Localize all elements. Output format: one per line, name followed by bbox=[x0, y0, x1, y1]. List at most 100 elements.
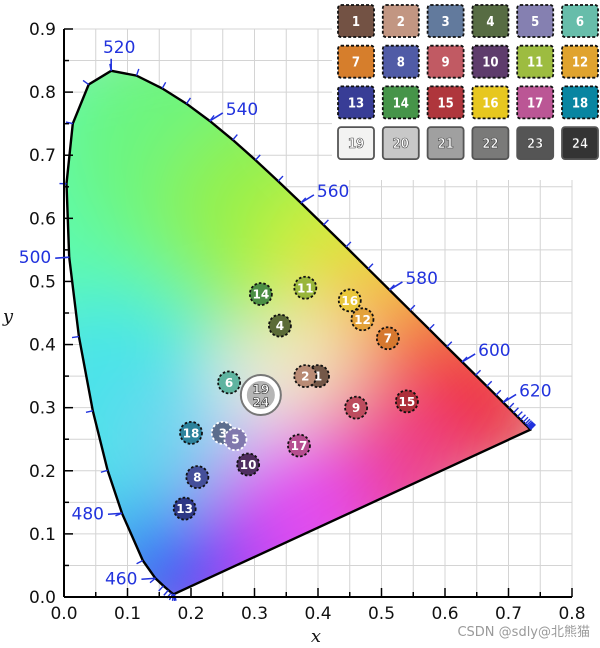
patch-label: 2 bbox=[397, 15, 405, 30]
wavelength-tick bbox=[135, 68, 140, 76]
patch-label: 1 bbox=[352, 15, 360, 30]
x-tick-label: 0.1 bbox=[114, 604, 141, 624]
wavelength-label-tick bbox=[141, 577, 156, 581]
patch-label: 10 bbox=[482, 56, 498, 71]
wavelength-label-tick bbox=[502, 393, 517, 404]
patch-swatch bbox=[471, 4, 510, 38]
patch-swatch bbox=[381, 44, 420, 79]
wavelength-label-tick bbox=[209, 112, 224, 122]
wavelength-tick bbox=[524, 418, 531, 425]
watermark: CSDN @sdly@北熊猫 bbox=[457, 624, 590, 640]
patch-swatch bbox=[516, 126, 555, 160]
x-tick-label: 0.0 bbox=[50, 604, 77, 624]
y-tick-label: 0.7 bbox=[29, 146, 56, 166]
patch-label: 9 bbox=[442, 56, 450, 71]
color-point-16: 16 bbox=[337, 288, 362, 313]
patch-label: 16 bbox=[482, 96, 498, 111]
color-point-label: 2 bbox=[301, 370, 309, 384]
color-point-label: 14 bbox=[252, 288, 269, 302]
patch-label: 22 bbox=[482, 137, 498, 152]
wavelength-tick bbox=[428, 323, 435, 330]
patch-21: 21 bbox=[426, 126, 465, 160]
color-point-5: 5 bbox=[223, 427, 248, 452]
patch-label: 18 bbox=[572, 96, 588, 111]
patch-label: 19 bbox=[348, 137, 364, 152]
patch-label: 24 bbox=[572, 137, 588, 152]
wavelength-label: 480 bbox=[72, 504, 104, 524]
spectral-locus bbox=[65, 69, 532, 596]
color-point-label: 11 bbox=[297, 281, 314, 295]
color-point-18: 18 bbox=[179, 421, 203, 445]
color-point-label: 4 bbox=[276, 319, 284, 333]
patch-9: 9 bbox=[426, 44, 465, 79]
axes bbox=[63, 28, 573, 598]
wavelength-tick bbox=[323, 219, 329, 226]
patch-swatch bbox=[471, 85, 510, 120]
wavelength-tick bbox=[345, 241, 352, 248]
color-point-7: 7 bbox=[375, 326, 400, 351]
patch-legend-bg bbox=[332, 0, 600, 180]
wavelength-tick bbox=[522, 416, 529, 423]
wavelength-label: 620 bbox=[519, 381, 551, 401]
wavelength-tick bbox=[82, 79, 90, 86]
wavelength-tick bbox=[232, 134, 238, 141]
patch-18: 18 bbox=[561, 85, 599, 120]
x-tick-label: 0.8 bbox=[558, 604, 585, 624]
patch-label: 4 bbox=[486, 15, 494, 30]
patch-8: 8 bbox=[381, 44, 420, 79]
wavelength-tick bbox=[525, 420, 532, 427]
patch-swatch bbox=[516, 44, 555, 79]
patch-23: 23 bbox=[516, 126, 555, 160]
patch-swatch bbox=[337, 85, 375, 120]
color-point-marker bbox=[217, 370, 242, 395]
wavelength-tick bbox=[508, 402, 515, 409]
patch-17: 17 bbox=[516, 85, 555, 120]
wavelength-label: 600 bbox=[478, 341, 510, 361]
color-point-marker bbox=[287, 433, 311, 458]
color-point-marker bbox=[185, 465, 210, 489]
color-point-label: 5 bbox=[231, 433, 239, 447]
patch-label: 17 bbox=[527, 96, 543, 111]
color-point-marker bbox=[375, 326, 400, 351]
y-tick-label: 0.5 bbox=[29, 272, 56, 292]
x-tick-labels: 0.0 0.1 0.2 0.3 0.4 0.5 0.6 0.7 0.8 bbox=[50, 604, 585, 624]
y-tick-label: 0.8 bbox=[29, 83, 56, 103]
patch-label: 20 bbox=[393, 137, 409, 152]
y-tick-labels: 0.0 0.1 0.2 0.3 0.4 0.5 0.6 0.7 0.8 0.9 bbox=[29, 20, 56, 608]
patch-swatch bbox=[337, 126, 375, 160]
wavelength-label-tick bbox=[389, 281, 403, 291]
wavelength-ticks bbox=[59, 63, 536, 602]
patch-swatch bbox=[381, 85, 420, 120]
color-point-label: 13 bbox=[176, 502, 193, 516]
patch-13: 13 bbox=[337, 85, 375, 120]
color-point-label: 24 bbox=[252, 395, 269, 409]
patch-swatch bbox=[381, 4, 420, 38]
color-point-marker bbox=[394, 389, 419, 414]
color-point-marker bbox=[337, 288, 362, 313]
patch-swatch bbox=[561, 126, 599, 160]
x-tick-label: 0.4 bbox=[304, 604, 331, 624]
patch-label: 11 bbox=[527, 56, 543, 71]
wavelength-tick bbox=[516, 411, 523, 418]
wavelength-tick bbox=[254, 154, 261, 161]
color-point-4: 4 bbox=[267, 313, 292, 338]
x-tick-label: 0.2 bbox=[177, 604, 204, 624]
color-point-6: 6 bbox=[217, 370, 242, 395]
wavelength-tick bbox=[100, 469, 108, 473]
patch-3: 3 bbox=[426, 4, 465, 38]
wavelength-tick bbox=[486, 380, 493, 387]
wavelength-label: 500 bbox=[19, 248, 51, 268]
wavelength-tick bbox=[71, 335, 80, 339]
y-tick-label: 0.0 bbox=[29, 588, 56, 608]
y-tick-label: 0.6 bbox=[29, 209, 56, 229]
wavelength-tick bbox=[136, 559, 144, 565]
color-point-label: 1 bbox=[314, 370, 322, 384]
color-point-14: 14 bbox=[248, 282, 273, 306]
color-point-11: 11 bbox=[293, 275, 318, 300]
wavelength-tick bbox=[163, 589, 169, 596]
wavelength-label: 580 bbox=[405, 269, 437, 289]
patch-swatch bbox=[561, 44, 599, 79]
